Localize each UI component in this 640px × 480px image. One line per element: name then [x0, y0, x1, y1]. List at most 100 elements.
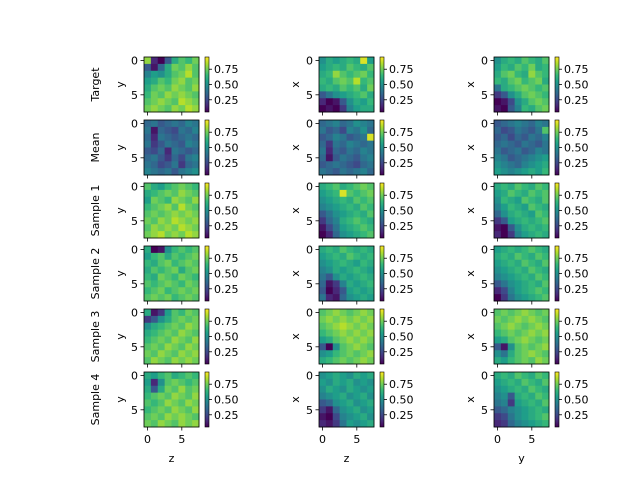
heatmap-cell [367, 309, 375, 317]
heatmap-cell [185, 280, 193, 288]
heatmap-cell [353, 161, 361, 169]
heatmap-cell [144, 343, 152, 351]
colorbar-tick-label: 0.50 [564, 142, 589, 155]
heatmap-cell [360, 120, 368, 128]
heatmap-cell [144, 372, 152, 380]
heatmap-cell [164, 140, 172, 148]
heatmap-cell [157, 168, 166, 176]
heatmap-cell [494, 322, 502, 331]
heatmap-cell [150, 406, 159, 414]
heatmap-cell [528, 63, 536, 72]
heatmap-cell [185, 329, 193, 337]
heatmap-cell [157, 336, 166, 344]
heatmap-cell [164, 413, 172, 421]
heatmap-cell [192, 259, 200, 268]
heatmap-cell [171, 84, 179, 92]
y-tick-label: 5 [481, 341, 488, 354]
heatmap-cell [528, 350, 536, 358]
heatmap-cell [157, 322, 166, 331]
heatmap-cell [360, 217, 368, 225]
heatmap-cell [325, 63, 334, 72]
heatmap-cell [157, 224, 166, 232]
colorbar-tick-label: 0.50 [564, 205, 589, 218]
heatmap-cell [535, 266, 543, 274]
heatmap-cell [332, 343, 341, 351]
heatmap-cell [542, 287, 550, 295]
heatmap-cell [500, 189, 509, 198]
heatmap-cell [319, 140, 327, 148]
heatmap-cell [542, 217, 550, 225]
heatmap-cell [514, 147, 522, 155]
heatmap-cell [171, 350, 179, 358]
heatmap-cell [521, 280, 529, 288]
heatmap-cell [514, 280, 522, 288]
colorbar [204, 371, 210, 428]
heatmap-cell [164, 378, 172, 387]
colorbar-tick-label: 0.50 [389, 79, 414, 92]
heatmap-cell [178, 246, 186, 254]
heatmap-cell [514, 70, 522, 79]
heatmap-cell [521, 196, 529, 205]
heatmap-cell [171, 231, 179, 239]
heatmap-cell [346, 189, 354, 198]
heatmap-cell [185, 91, 193, 99]
heatmap-cell [144, 309, 152, 317]
y-tick-label: 0 [131, 54, 138, 67]
heatmap-cell [325, 287, 334, 295]
heatmap-cell [157, 273, 166, 281]
heatmap-cell [185, 322, 193, 331]
heatmap-cell [353, 133, 361, 142]
y-tick-label: 0 [481, 243, 488, 256]
heatmap-cell [164, 420, 172, 428]
heatmap-cell [150, 210, 159, 218]
heatmap-cell [521, 252, 529, 261]
heatmap-cell [535, 91, 543, 99]
heatmap-cell [346, 372, 354, 380]
heatmap-cell [164, 273, 172, 281]
heatmap-cell [319, 189, 327, 198]
heatmap-cell [171, 161, 179, 169]
colorbar [204, 308, 210, 365]
heatmap-cell [360, 196, 368, 205]
heatmap-cell [319, 385, 327, 394]
heatmap-cell [150, 273, 159, 281]
heatmap-cell [542, 315, 550, 324]
heatmap-cell [346, 336, 354, 344]
heatmap-cell [507, 70, 516, 79]
heatmap-cell [185, 246, 193, 254]
heatmap-cell [542, 133, 550, 142]
heatmap-cell [164, 57, 172, 65]
heatmap-cell [339, 252, 347, 261]
y-tick-label: 0 [481, 180, 488, 193]
heatmap-cell [157, 133, 166, 142]
heatmap-cell [521, 420, 529, 428]
heatmap-cell [332, 294, 341, 302]
y-tick-label: 0 [306, 117, 313, 130]
heatmap-cell [521, 84, 529, 92]
heatmap-cell [178, 105, 186, 113]
heatmap-cell [507, 224, 516, 232]
heatmap-cell [319, 231, 327, 239]
heatmap-cell [367, 385, 375, 394]
heatmap-cell [514, 378, 522, 387]
heatmap-cell [535, 392, 543, 400]
heatmap-cell [521, 70, 529, 79]
heatmap-cell [360, 203, 368, 211]
heatmap-cell [192, 273, 200, 281]
heatmap-cell [500, 392, 509, 400]
heatmap-cell [494, 133, 502, 142]
heatmap-cell [542, 385, 550, 394]
heatmap-cell [521, 399, 529, 407]
heatmap-cell [319, 399, 327, 407]
heatmap-cell [535, 210, 543, 218]
heatmap-cell [171, 246, 179, 254]
heatmap-cell [325, 133, 334, 142]
heatmap-cell [500, 280, 509, 288]
heatmap-cell [339, 322, 347, 331]
heatmap-cell [367, 203, 375, 211]
heatmap-cell [325, 231, 334, 239]
y-tick-label: 5 [306, 152, 313, 165]
heatmap-cell [319, 168, 327, 176]
heatmap-cell [332, 84, 341, 92]
heatmap-cell [507, 357, 516, 365]
